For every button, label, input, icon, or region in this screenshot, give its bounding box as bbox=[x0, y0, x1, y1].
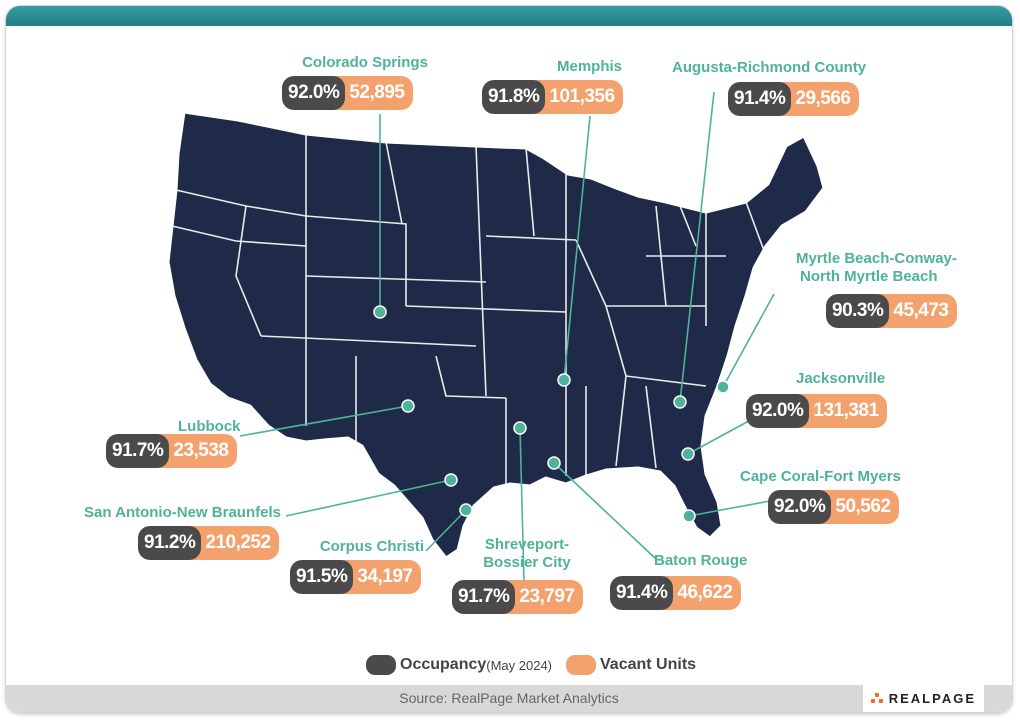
market-label-lubbock: Lubbock bbox=[178, 418, 241, 435]
point-shreveport bbox=[513, 421, 527, 435]
occupancy-value: 91.4% bbox=[728, 82, 792, 116]
point-jacksonville bbox=[681, 447, 695, 461]
point-cape-coral bbox=[682, 509, 696, 523]
logo-text: REALPAGE bbox=[888, 691, 976, 706]
occupancy-value: 92.0% bbox=[282, 76, 346, 110]
occupancy-value: 91.8% bbox=[482, 80, 546, 114]
legend-vacant-label: Vacant Units bbox=[600, 656, 697, 673]
market-badge-baton-rouge: 91.4% 46,622 bbox=[610, 576, 741, 610]
legend-occupancy-note: (May 2024) bbox=[486, 657, 553, 673]
label-line: Shreveport- bbox=[484, 536, 570, 553]
occupancy-value: 92.0% bbox=[768, 490, 832, 524]
market-label-colorado-springs: Colorado Springs bbox=[302, 54, 428, 71]
market-badge-colorado-springs: 92.0% 52,895 bbox=[282, 76, 413, 110]
market-label-shreveport: Shreveport- Bossier City bbox=[472, 536, 582, 572]
market-badge-memphis: 91.8% 101,356 bbox=[482, 80, 623, 114]
market-badge-shreveport: 91.7% 23,797 bbox=[452, 580, 583, 614]
vacant-units-value: 34,197 bbox=[339, 560, 421, 594]
occupancy-value: 91.7% bbox=[452, 580, 516, 614]
occupancy-value: 92.0% bbox=[746, 394, 810, 428]
vacant-units-value: 131,381 bbox=[795, 394, 887, 428]
market-label-cape-coral: Cape Coral-Fort Myers bbox=[740, 468, 901, 485]
label-line: Myrtle Beach-Conway- bbox=[796, 250, 957, 267]
point-baton-rouge bbox=[547, 456, 561, 470]
market-label-san-antonio: San Antonio-New Braunfels bbox=[84, 504, 281, 521]
occupancy-value: 91.7% bbox=[106, 434, 170, 468]
market-badge-corpus-christi: 91.5% 34,197 bbox=[290, 560, 421, 594]
point-colorado-springs bbox=[373, 305, 387, 319]
source-note: Source: RealPage Market Analytics bbox=[399, 690, 619, 706]
market-points bbox=[373, 305, 730, 523]
vacant-units-value: 210,252 bbox=[187, 526, 279, 560]
market-badge-myrtle-beach: 90.3% 45,473 bbox=[826, 294, 957, 328]
infographic-frame: Colorado Springs 92.0% 52,895 Memphis 91… bbox=[6, 6, 1012, 712]
market-label-augusta: Augusta-Richmond County bbox=[672, 59, 867, 76]
us-map bbox=[166, 91, 826, 582]
market-label-myrtle-beach: Myrtle Beach-Conway- North Myrtle Beach bbox=[796, 250, 957, 286]
vacant-units-value: 101,356 bbox=[531, 80, 623, 114]
market-badge-augusta: 91.4% 29,566 bbox=[728, 82, 859, 116]
point-san-antonio bbox=[444, 473, 458, 487]
realpage-logo: REALPAGE bbox=[862, 685, 984, 712]
realpage-logo-icon bbox=[870, 692, 883, 705]
point-augusta bbox=[673, 395, 687, 409]
state-borders bbox=[171, 134, 767, 484]
point-lubbock bbox=[401, 399, 415, 413]
occupancy-value: 91.2% bbox=[138, 526, 202, 560]
legend: Occupancy (May 2024) Vacant Units bbox=[366, 653, 696, 677]
occupancy-swatch bbox=[366, 655, 396, 675]
vacant-units-value: 50,562 bbox=[817, 490, 899, 524]
leader-lines bbox=[239, 91, 775, 582]
title-bar bbox=[6, 6, 1012, 26]
market-badge-lubbock: 91.7% 23,538 bbox=[106, 434, 237, 468]
market-label-memphis: Memphis bbox=[556, 58, 622, 75]
market-badge-jacksonville: 92.0% 131,381 bbox=[746, 394, 887, 428]
point-memphis bbox=[557, 373, 571, 387]
market-badge-san-antonio: 91.2% 210,252 bbox=[138, 526, 279, 560]
market-label-jacksonville: Jacksonville bbox=[796, 370, 886, 387]
point-corpus-christi bbox=[459, 503, 473, 517]
market-label-corpus-christi: Corpus Christi bbox=[319, 538, 424, 555]
label-line: North Myrtle Beach bbox=[800, 268, 938, 285]
occupancy-value: 91.4% bbox=[610, 576, 674, 610]
market-badge-cape-coral: 92.0% 50,562 bbox=[768, 490, 899, 524]
vacant-swatch bbox=[566, 655, 597, 675]
us-outline bbox=[166, 110, 826, 560]
market-label-baton-rouge: Baton Rouge bbox=[654, 552, 748, 569]
label-line: Bossier City bbox=[483, 554, 571, 571]
occupancy-value: 90.3% bbox=[826, 294, 890, 328]
point-myrtle-beach bbox=[716, 380, 730, 394]
occupancy-value: 91.5% bbox=[290, 560, 354, 594]
footer: Source: RealPage Market Analytics REALPA… bbox=[6, 685, 1012, 712]
legend-occupancy-label: Occupancy bbox=[400, 656, 487, 673]
